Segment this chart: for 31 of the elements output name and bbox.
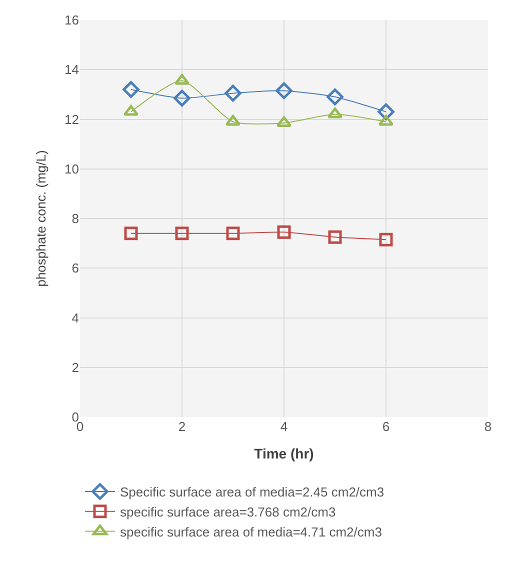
point bbox=[277, 225, 291, 239]
x-tick-label: 2 bbox=[178, 419, 186, 434]
point bbox=[276, 82, 292, 100]
point bbox=[328, 230, 342, 244]
x-tick-label: 6 bbox=[382, 419, 390, 434]
x-tick-label: 8 bbox=[484, 419, 492, 434]
point bbox=[174, 90, 190, 107]
y-tick-label: 6 bbox=[72, 260, 79, 276]
y-tick-label: 8 bbox=[72, 211, 79, 226]
y-axis-title: phosphate conc. (mg/L) bbox=[33, 150, 48, 287]
point bbox=[124, 226, 138, 240]
x-axis-title: Time (hr) bbox=[254, 445, 314, 462]
x-tick-label: 4 bbox=[280, 419, 288, 434]
legend-label: specific surface area of media=4.71 cm2/cm3 bbox=[120, 524, 382, 540]
y-tick-label: 16 bbox=[64, 12, 79, 28]
y-tick-label: 2 bbox=[72, 360, 79, 375]
legend-label: Specific surface area of media=2.45 cm2/cm3 bbox=[120, 484, 384, 500]
point bbox=[378, 114, 394, 126]
point bbox=[175, 226, 189, 240]
y-tick-label: 12 bbox=[64, 112, 79, 127]
point bbox=[379, 232, 393, 246]
point bbox=[122, 81, 140, 98]
point bbox=[225, 114, 241, 126]
y-tick-label: 14 bbox=[64, 62, 79, 78]
y-tick-label: 4 bbox=[72, 310, 79, 326]
point bbox=[224, 84, 242, 102]
legend-label: specific surface area=3.768 cm2/cm3 bbox=[120, 504, 336, 520]
point bbox=[378, 103, 394, 120]
point bbox=[326, 88, 344, 106]
y-tick-label: 10 bbox=[64, 161, 79, 176]
point bbox=[226, 226, 240, 240]
